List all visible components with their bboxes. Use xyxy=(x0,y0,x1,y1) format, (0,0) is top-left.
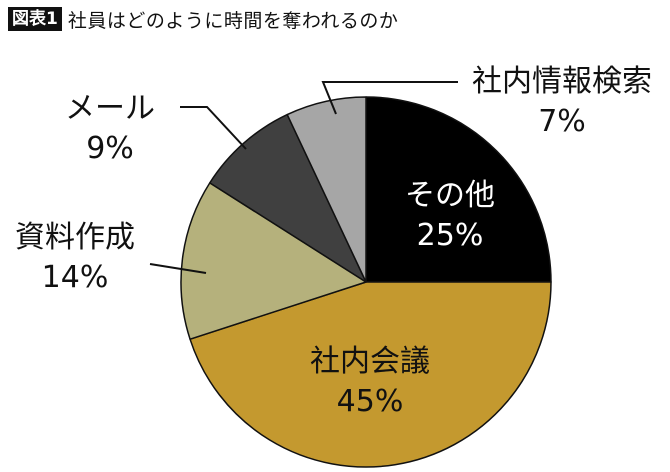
slice-mail xyxy=(209,113,367,283)
slice-docs xyxy=(180,182,367,340)
slice-label-meetings: 社内会議 45% xyxy=(290,342,450,422)
slice-label-mail: メール 9% xyxy=(55,89,165,169)
slice-label-docs: 資料作成 14% xyxy=(5,218,145,298)
slice-other xyxy=(365,96,552,283)
leader-lines xyxy=(149,81,458,274)
slice-pct: 14% xyxy=(41,260,109,295)
leader-line-search xyxy=(321,81,458,115)
chart-title: 社員はどのように時間を奪われるのか xyxy=(67,9,399,32)
slice-label-search: 社内情報検索 7% xyxy=(462,62,662,142)
slice-pct: 25% xyxy=(416,218,484,253)
leader-line-docs xyxy=(149,263,207,274)
slice-name: 社内情報検索 xyxy=(472,64,652,99)
slice-name: 社内会議 xyxy=(310,344,430,379)
slice-pct: 9% xyxy=(86,131,134,166)
slice-pct: 7% xyxy=(538,104,586,139)
slice-name: その他 xyxy=(405,178,495,213)
leader-line-mail xyxy=(180,106,247,150)
slice-name: メール xyxy=(65,91,155,126)
slice-pct: 45% xyxy=(336,384,404,419)
figure-badge: 図表1 xyxy=(8,7,62,31)
slice-meetings xyxy=(189,281,552,468)
figure-header: 図表1 社員はどのように時間を奪われるのか xyxy=(8,6,398,32)
slice-name: 資料作成 xyxy=(15,220,135,255)
slice-label-other: その他 25% xyxy=(395,176,505,256)
slice-search xyxy=(286,96,367,283)
